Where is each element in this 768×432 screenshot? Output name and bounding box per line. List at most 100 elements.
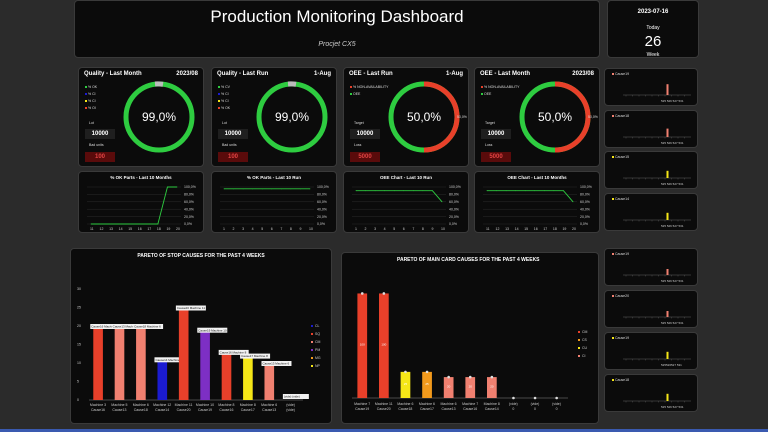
kpi-legend-label: % OI	[88, 106, 96, 110]
kpi-legend-item: % NON-AVAILABILITY	[481, 85, 519, 89]
x-tick-label: 7	[280, 227, 282, 231]
x-tick-label: 19	[562, 227, 566, 231]
kpi-legend-label: % CV	[221, 85, 230, 89]
x-tick-label: 12	[100, 227, 104, 231]
trend-point	[374, 190, 376, 192]
trend-point	[100, 223, 101, 225]
x-tick-label: 19	[166, 227, 170, 231]
category-label: (vide)	[286, 403, 295, 407]
cause-trend-label: Cause19	[615, 252, 630, 256]
gauge-value: 50,0%	[406, 110, 442, 124]
trend-point	[109, 223, 111, 225]
bar-top-marker	[360, 292, 364, 295]
trend-point	[486, 190, 488, 192]
week-label: Week	[646, 52, 660, 58]
cause-trend-x-labels: 525 526 527 531	[661, 224, 684, 228]
legend-label: SQ	[315, 332, 320, 336]
cause-trend-bar	[666, 212, 669, 220]
cause-trend-label: Cause18	[615, 378, 630, 382]
data-label: 100	[360, 343, 365, 347]
bottom-accent-bar	[0, 429, 768, 432]
bar-top-marker	[404, 370, 407, 374]
trend-point	[223, 188, 225, 190]
kpi-legend-label: % OK	[88, 85, 98, 89]
cause-trend-panel: Cause14 525 526 527 531	[604, 193, 698, 231]
legend-swatch-icon	[612, 337, 614, 339]
category-label: (vide)	[509, 402, 518, 406]
page-subtitle: Procjet CX5	[318, 41, 356, 48]
gauge-side-label: 50,0%	[457, 115, 467, 119]
y-tick-label: 60,0%	[317, 200, 327, 204]
kpi-legend-label: % CI	[88, 99, 96, 103]
category-label: Machine 7	[462, 402, 478, 406]
y-tick-label: 100,0%	[580, 185, 592, 189]
legend-swatch-icon	[350, 86, 352, 88]
cause-trend-panel: Cause19 525 526 527 531	[604, 248, 698, 286]
bar-top-marker	[425, 370, 429, 374]
data-label-bg	[133, 324, 164, 329]
trend-point	[271, 188, 273, 190]
category-label: Machine 6	[133, 403, 149, 407]
legend-label: CS	[582, 338, 588, 342]
x-tick-label: 6	[271, 227, 273, 231]
kpi-title: OEE - Last Run	[349, 71, 393, 77]
category-label-line2: Cause20	[177, 408, 191, 412]
cause-trend-title: Cause15	[612, 155, 629, 159]
pareto-stop-bar	[114, 326, 125, 400]
y-tick-label: 60,0%	[580, 200, 590, 204]
x-tick-label: 13	[505, 227, 509, 231]
data-label-bg	[261, 361, 292, 366]
x-tick-label: 11	[90, 227, 94, 231]
data-label: Cause16 Machine 8	[220, 351, 247, 355]
cause-trend-title: Cause19	[612, 336, 629, 340]
trend-point	[157, 223, 159, 225]
kpi-legend-item: % CI	[218, 92, 229, 96]
category-label-line2: Cause19	[355, 407, 369, 411]
legend-swatch-icon	[85, 93, 87, 95]
x-tick-label: 16	[138, 227, 142, 231]
cause-trend-label: Cause19	[615, 336, 630, 340]
bar-top-marker	[490, 375, 494, 379]
kpi-legend-item: % CI	[85, 99, 96, 103]
gauge-value: 99,0%	[274, 110, 310, 124]
cause-trend-title: Cause20	[612, 294, 629, 298]
kpi-legend-label: OEE	[484, 92, 492, 96]
trend-chart-title: OEE Chart - Last 10 Run	[379, 175, 432, 180]
data-label: Cause17 Machine 8	[241, 354, 268, 358]
trend-point	[553, 190, 555, 192]
header-panel: Production Monitoring Dashboard Procjet …	[74, 0, 600, 58]
kpi-period: 1-Aug	[446, 71, 463, 77]
cause-trend-label: Cause14	[615, 197, 630, 201]
kpi-legend-label: % CI	[221, 99, 229, 103]
cause-trend-panel: Cause18 525 526 527 531	[604, 374, 698, 412]
x-tick-label: 7	[412, 227, 414, 231]
pareto-stop-panel: PARETO OF STOP CAUSES FOR THE PAST 4 WEE…	[70, 248, 332, 424]
trend-point	[432, 190, 433, 192]
x-tick-label: 2	[365, 227, 367, 231]
pareto-main-panel: PARETO OF MAIN CARD CAUSES FOR THE PAST …	[341, 252, 599, 424]
trend-point	[496, 190, 497, 192]
legend-swatch-icon	[481, 86, 483, 88]
data-label: Cause16 Machine 3	[91, 325, 118, 329]
gauge-loss-arc	[423, 81, 460, 153]
cause-trend-chart: 525 526 527 531	[623, 212, 691, 228]
category-label: Machine 10	[196, 403, 214, 407]
cause-trend-panel: Cause19 525 526 527 531	[604, 68, 698, 106]
kpi-legend-item: % Cl	[85, 92, 95, 96]
y-tick-label: 20,0%	[317, 215, 327, 219]
legend-swatch-icon	[311, 349, 313, 351]
kpi-label-bottom: Bad units	[222, 143, 237, 147]
kpi-legend-label: % NON-AVAILABILITY	[353, 85, 389, 89]
legend-swatch-icon	[218, 100, 220, 102]
pareto-stop-title: PARETO OF STOP CAUSES FOR THE PAST 4 WEE…	[137, 253, 265, 259]
category-label: Machine 8	[484, 402, 500, 406]
legend-swatch-icon	[85, 100, 87, 102]
x-tick-label: 10	[441, 227, 445, 231]
category-label-line2: Cause18	[398, 407, 412, 411]
kpi-card: OEE - Last Month 2023/08 % NON-AVAILABILIT…	[474, 67, 600, 167]
kpi-legend-item: % NON-AVAILABILITY	[350, 85, 388, 89]
kpi-gauge	[519, 81, 591, 153]
x-tick-label: 9	[299, 227, 301, 231]
y-tick-label: 25	[77, 306, 81, 310]
